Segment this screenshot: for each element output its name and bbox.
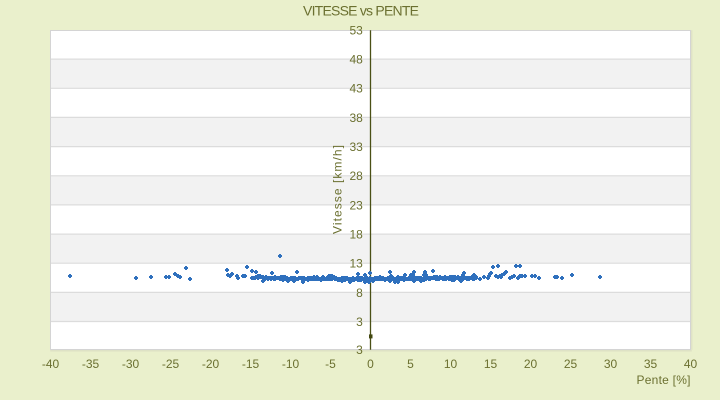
svg-text:28: 28 <box>349 169 363 183</box>
svg-text:53: 53 <box>349 24 363 38</box>
svg-text:30: 30 <box>604 357 618 371</box>
svg-text:3: 3 <box>356 315 363 329</box>
svg-text:8: 8 <box>356 286 363 300</box>
svg-text:-5: -5 <box>325 357 336 371</box>
svg-text:43: 43 <box>349 82 363 96</box>
svg-text:-15: -15 <box>242 357 260 371</box>
svg-text:10: 10 <box>444 357 458 371</box>
svg-text:Pente [%]: Pente [%] <box>637 373 691 387</box>
svg-text:20: 20 <box>524 357 538 371</box>
svg-text:-25: -25 <box>162 357 180 371</box>
svg-text:-40: -40 <box>42 357 60 371</box>
svg-text:3: 3 <box>356 343 363 357</box>
svg-text:-10: -10 <box>282 357 300 371</box>
svg-text:33: 33 <box>349 140 363 154</box>
svg-text:-20: -20 <box>202 357 220 371</box>
svg-text:35: 35 <box>644 357 658 371</box>
svg-text:38: 38 <box>349 111 363 125</box>
svg-text:-35: -35 <box>82 357 100 371</box>
svg-text:VITESSE vs PENTE: VITESSE vs PENTE <box>303 3 419 19</box>
svg-text:25: 25 <box>564 357 578 371</box>
svg-text:Vitesse [km/h]: Vitesse [km/h] <box>331 145 345 234</box>
svg-text:13: 13 <box>349 257 363 271</box>
svg-text:18: 18 <box>349 228 363 242</box>
svg-text:23: 23 <box>349 198 363 212</box>
svg-text:5: 5 <box>407 357 414 371</box>
svg-text:0: 0 <box>367 357 374 371</box>
svg-text:-30: -30 <box>122 357 140 371</box>
svg-text:48: 48 <box>349 53 363 67</box>
svg-text:15: 15 <box>484 357 498 371</box>
svg-text:40: 40 <box>684 357 698 371</box>
